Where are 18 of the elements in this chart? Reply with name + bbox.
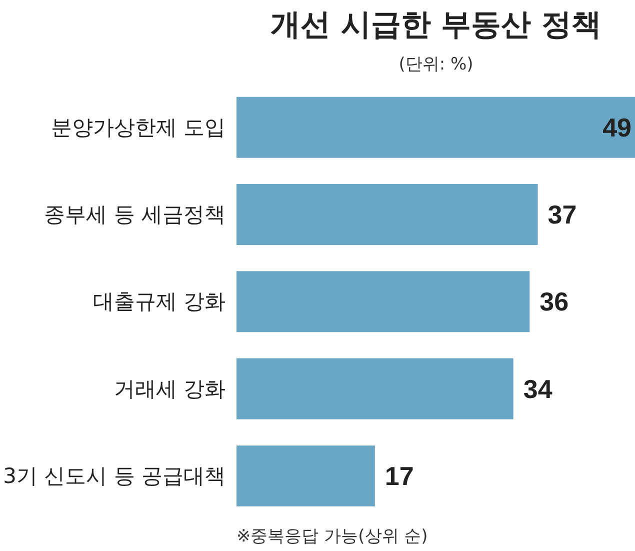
bar: [236, 358, 514, 420]
y-tick-label: 거래세 강화: [114, 376, 226, 401]
text: ※중복응답 가능(상위 순): [236, 526, 428, 546]
bar: [236, 184, 538, 246]
y-tick-label: 분양가상한제 도입: [50, 115, 226, 140]
data-label: 34: [523, 374, 553, 404]
y-tick-label: 대출규제 강화: [92, 290, 226, 314]
bar: [236, 445, 375, 506]
data-label: 49: [602, 112, 632, 142]
chart-title: 개선 시급한 부동산 정책: [270, 8, 602, 42]
data-label: 37: [548, 200, 577, 230]
y-tick-label: 종부세 등 세금정책: [44, 202, 226, 227]
data-label: 36: [540, 286, 569, 317]
y-tick-label: 3기 신도시 등 공급대책: [3, 464, 226, 488]
chart-subtitle: (단위: %): [398, 54, 474, 74]
bar: [236, 96, 635, 158]
data-label: 17: [384, 460, 414, 491]
bar: [236, 271, 530, 332]
